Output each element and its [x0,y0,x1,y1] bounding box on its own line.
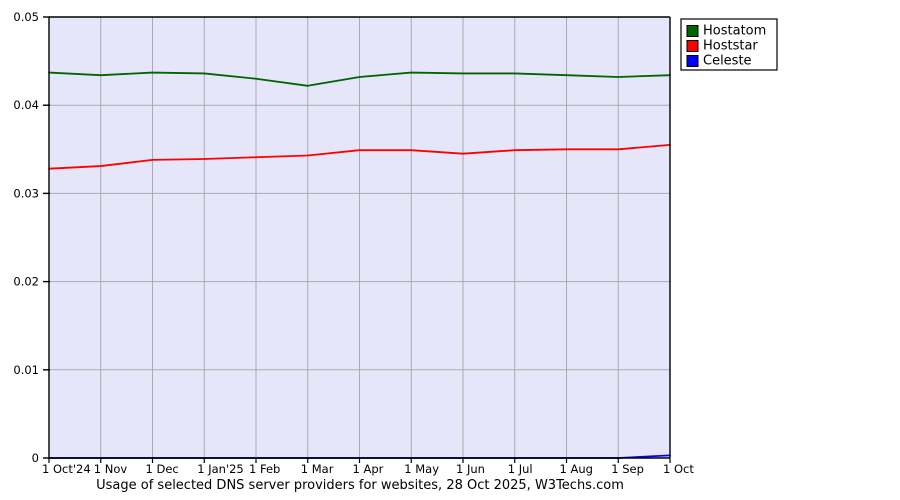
x-tick-label: 1 Jun [456,462,485,476]
y-tick-label: 0.04 [13,98,39,112]
x-tick-label: 1 Oct'24 [42,462,91,476]
x-tick-label: 1 Aug [560,462,593,476]
legend-label-celeste: Celeste [703,54,752,69]
x-tick-label: 1 Dec [146,462,179,476]
y-tick-label: 0.02 [13,275,39,289]
series-line-hoststar [48,143,671,170]
legend-label-hostatom: Hostatom [703,24,766,39]
x-tick-label: 1 Jan'25 [197,462,244,476]
legend-swatch-celeste [686,55,699,67]
x-tick-label: 1 Feb [249,462,280,476]
y-tick-label: 0.01 [13,363,39,377]
x-tick-label: 1 Mar [301,462,334,476]
chart-caption: Usage of selected DNS server providers f… [96,478,624,493]
series-line-hostatom [48,71,671,87]
y-tick-label: 0.05 [13,10,39,24]
y-axis-ticks: 0 0.01 0.02 0.03 0.04 0.05 [13,10,50,465]
x-tick-label: 1 Oct [663,462,694,476]
legend-swatch-hostatom [686,25,699,37]
x-tick-label: 1 Apr [353,462,384,476]
x-tick-label: 1 Jul [508,462,533,476]
y-tick-label: 0.03 [13,186,39,200]
x-axis-ticks: 1 Oct'24 1 Nov 1 Dec 1 Jan'25 1 Feb 1 Mar 1 Ap… [42,458,694,476]
x-tick-label: 1 May [404,462,439,476]
legend-label-hoststar: Hoststar [703,39,758,54]
x-tick-label: 1 Sep [611,462,644,476]
y-tick-label: 0 [32,451,39,465]
x-tick-label: 1 Nov [94,462,128,476]
legend-swatch-hoststar [686,40,699,52]
